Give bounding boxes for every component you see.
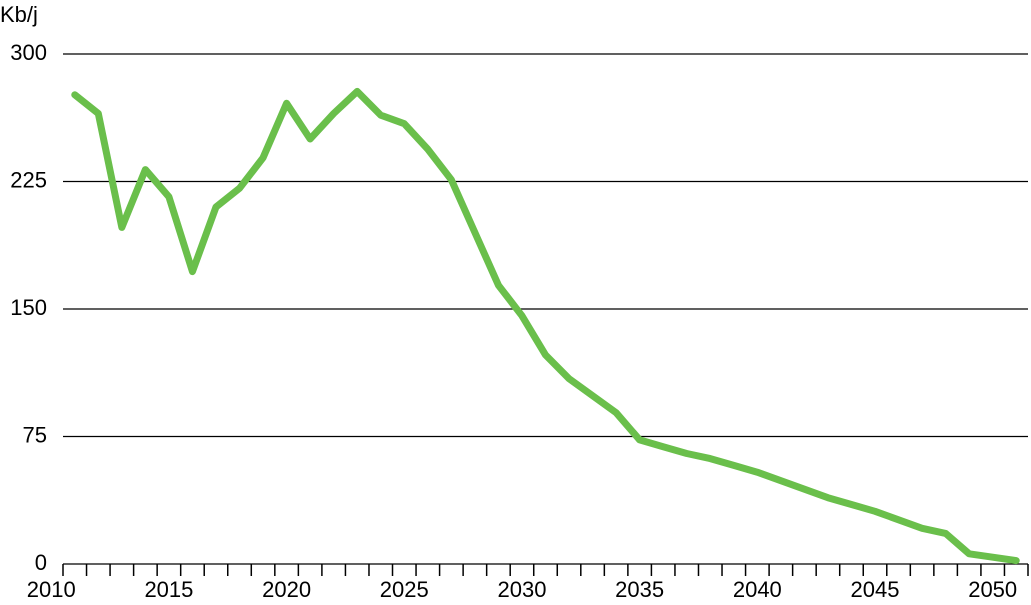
x-tick-label: 2035 xyxy=(615,577,664,602)
y-axis-label: Kb/j xyxy=(0,2,38,27)
y-tick-label: 75 xyxy=(23,422,47,447)
x-tick-label: 2040 xyxy=(733,577,782,602)
y-tick-label: 300 xyxy=(10,40,47,65)
x-tick-label: 2015 xyxy=(144,577,193,602)
x-tick-label: 2020 xyxy=(262,577,311,602)
y-tick-label: 0 xyxy=(35,550,47,575)
x-tick-label: 2050 xyxy=(968,577,1017,602)
x-tick-label: 2025 xyxy=(380,577,429,602)
x-tick-label: 2010 xyxy=(27,577,76,602)
x-tick-label: 2030 xyxy=(497,577,546,602)
x-tick-label: 2045 xyxy=(851,577,900,602)
y-tick-label: 150 xyxy=(10,295,47,320)
line xyxy=(71,87,1020,565)
y-tick-label: 225 xyxy=(10,167,47,192)
